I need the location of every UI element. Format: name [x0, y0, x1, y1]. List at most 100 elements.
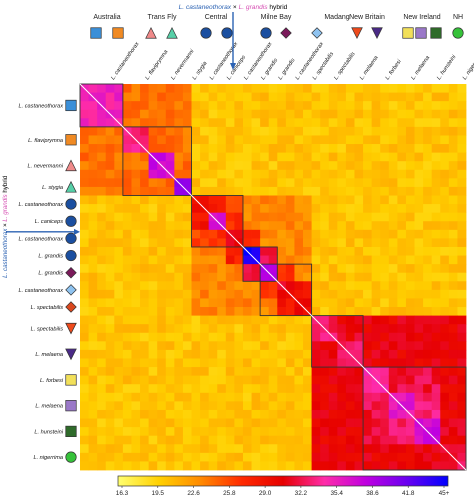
heatmap-cell — [140, 409, 150, 419]
heatmap-cell — [88, 195, 98, 205]
top-marker-square — [402, 27, 414, 39]
heatmap-cell — [285, 161, 295, 171]
heatmap-cell — [277, 246, 287, 256]
heatmap-cell — [80, 92, 89, 102]
heatmap-cell — [277, 109, 287, 119]
heatmap-cell — [80, 315, 89, 325]
heatmap-cell — [182, 392, 192, 402]
heatmap-cell — [97, 392, 107, 402]
heatmap-cell — [320, 255, 330, 265]
heatmap-cell — [423, 101, 433, 111]
heatmap-cell — [423, 144, 433, 154]
heatmap-cell — [88, 126, 98, 136]
heatmap-cell — [122, 375, 132, 385]
heatmap-cell — [405, 109, 415, 119]
heatmap-cell — [131, 246, 141, 256]
heatmap-cell — [165, 144, 175, 154]
heatmap-cell — [131, 195, 141, 205]
heatmap-cell — [105, 144, 115, 154]
hybrid-left-part2: L. grandis — [2, 194, 9, 221]
heatmap-cell — [268, 401, 278, 411]
heatmap-cell — [405, 144, 415, 154]
heatmap-cell — [363, 109, 373, 119]
heatmap-cell — [260, 418, 270, 428]
heatmap-cell — [131, 298, 141, 308]
heatmap-cell — [363, 126, 373, 136]
heatmap-cell — [423, 358, 433, 368]
heatmap-cell — [208, 332, 218, 342]
heatmap-cell — [88, 169, 98, 179]
heatmap-cell — [131, 178, 141, 188]
heatmap-cell — [148, 92, 158, 102]
heatmap-cell — [88, 221, 98, 231]
heatmap-cell — [328, 281, 338, 291]
heatmap-cell — [140, 435, 150, 445]
heatmap-cell — [294, 109, 304, 119]
heatmap-cell — [165, 418, 175, 428]
heatmap-cell — [423, 444, 433, 454]
heatmap-cell — [431, 367, 441, 377]
heatmap-cell — [448, 229, 458, 239]
heatmap-cell — [388, 212, 398, 222]
heatmap-cell — [208, 101, 218, 111]
heatmap-cell — [140, 289, 150, 299]
heatmap-cell — [148, 401, 158, 411]
heatmap-cell — [337, 178, 347, 188]
heatmap-cell — [217, 384, 227, 394]
heatmap-cell — [200, 195, 210, 205]
heatmap-cell — [345, 204, 355, 214]
heatmap-cell — [337, 401, 347, 411]
hybrid-arrowhead-left — [74, 228, 80, 235]
heatmap-cell — [431, 118, 441, 128]
heatmap-cell — [217, 186, 227, 196]
heatmap-cell — [345, 452, 355, 462]
heatmap-cell — [80, 246, 89, 256]
heatmap-cell — [217, 169, 227, 179]
heatmap-cell — [88, 264, 98, 274]
heatmap-cell — [191, 452, 201, 462]
heatmap-cell — [165, 92, 175, 102]
heatmap-cell — [242, 375, 252, 385]
heatmap-cell — [122, 135, 132, 145]
left-species-label: L. castaneothorax — [19, 288, 64, 294]
heatmap-cell — [423, 409, 433, 419]
heatmap-cell — [131, 109, 141, 119]
heatmap-cell — [320, 401, 330, 411]
heatmap-cell — [440, 427, 450, 437]
heatmap-cell — [380, 409, 390, 419]
heatmap-cell — [320, 195, 330, 205]
heatmap-cell — [363, 178, 373, 188]
heatmap-cell — [191, 315, 201, 325]
heatmap-cell — [405, 152, 415, 162]
heatmap-cell — [354, 427, 364, 437]
heatmap-cell — [354, 246, 364, 256]
heatmap-cell — [320, 118, 330, 128]
heatmap-cell — [345, 169, 355, 179]
heatmap-cell — [234, 409, 244, 419]
heatmap-cell — [380, 255, 390, 265]
heatmap-cell — [251, 375, 261, 385]
heatmap-cell — [320, 281, 330, 291]
heatmap-cell — [345, 307, 355, 316]
heatmap-cell — [397, 324, 407, 334]
heatmap-cell — [234, 341, 244, 351]
heatmap-cell — [208, 152, 218, 162]
heatmap-cell — [363, 246, 373, 256]
heatmap-cell — [354, 349, 364, 359]
heatmap-cell — [174, 341, 184, 351]
heatmap-cell — [363, 298, 373, 308]
heatmap-cell — [157, 169, 167, 179]
heatmap-cell — [414, 272, 424, 282]
heatmap-cell — [200, 264, 210, 274]
heatmap-cell — [225, 367, 235, 377]
heatmap-cell — [371, 204, 381, 214]
heatmap-cell — [380, 126, 390, 136]
heatmap-cell — [140, 178, 150, 188]
heatmap-cell — [88, 452, 98, 462]
heatmap-cell — [148, 281, 158, 291]
top-species-label: L. stygia — [192, 61, 209, 82]
heatmap-cell — [268, 135, 278, 145]
heatmap-cell — [423, 229, 433, 239]
heatmap-cell — [337, 246, 347, 256]
